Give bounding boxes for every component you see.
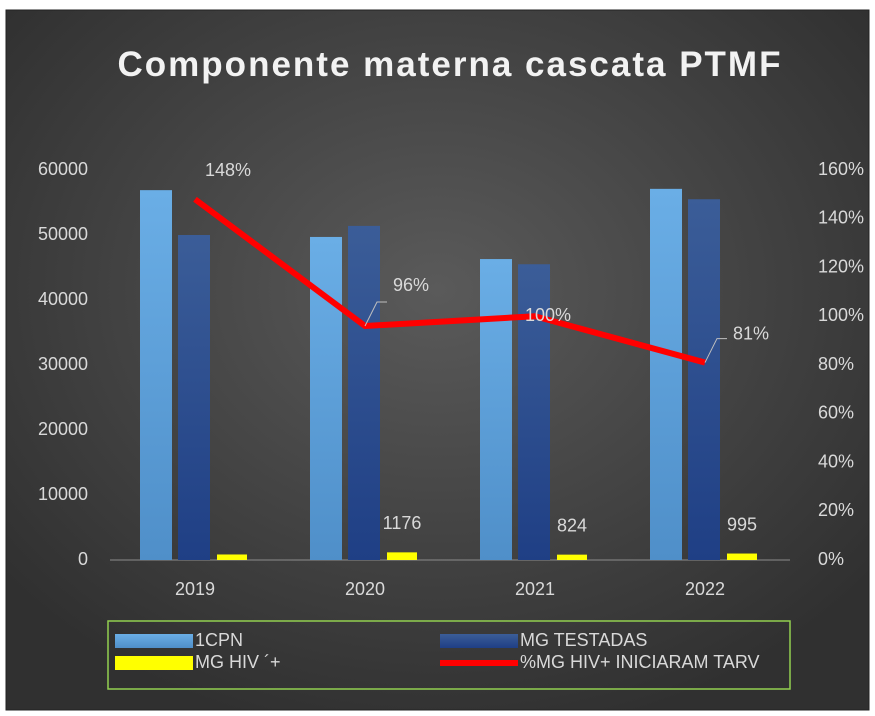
legend-swatch — [115, 634, 193, 648]
bar — [557, 554, 587, 560]
data-label: 995 — [727, 514, 757, 534]
y-tick-label: 20000 — [38, 419, 88, 439]
bar — [348, 225, 380, 560]
data-label: 100% — [525, 305, 571, 325]
bar — [650, 188, 682, 560]
legend-label: %MG HIV+ INICIARAM TARV — [520, 652, 760, 672]
y2-tick-label: 20% — [818, 500, 854, 520]
y2-tick-label: 100% — [818, 305, 864, 325]
bar — [140, 190, 172, 560]
chart-title: Componente materna cascata PTMF — [117, 45, 783, 84]
data-label: 148% — [205, 160, 251, 180]
data-label: 824 — [557, 515, 587, 535]
x-tick-label: 2022 — [685, 579, 725, 599]
x-tick-label: 2021 — [515, 579, 555, 599]
x-tick-label: 2019 — [175, 579, 215, 599]
y2-tick-label: 160% — [818, 159, 864, 179]
data-label: 81% — [733, 323, 769, 343]
y2-tick-label: 0% — [818, 549, 844, 569]
y-tick-label: 60000 — [38, 159, 88, 179]
y-tick-label: 50000 — [38, 224, 88, 244]
legend-box — [107, 620, 791, 690]
bar — [178, 235, 210, 560]
bar — [217, 554, 247, 560]
bar — [387, 552, 417, 560]
y-tick-label: 10000 — [38, 484, 88, 504]
legend-label: 1CPN — [195, 630, 243, 650]
legend-swatch — [115, 656, 193, 670]
leader-line — [364, 301, 387, 327]
line — [193, 196, 706, 366]
bar — [727, 553, 757, 560]
y-tick-label: 0 — [78, 549, 88, 569]
y2-tick-label: 140% — [818, 208, 864, 228]
y2-tick-label: 40% — [818, 451, 854, 471]
data-label: 1176 — [383, 513, 422, 533]
y2-tick-label: 60% — [818, 403, 854, 423]
y2-tick-label: 80% — [818, 354, 854, 374]
leader-line — [704, 338, 727, 363]
y-tick-label: 40000 — [38, 289, 88, 309]
background — [5, 9, 870, 711]
legend-swatch — [440, 634, 518, 648]
bar — [480, 259, 512, 560]
legend-label: MG HIV ´+ — [195, 652, 281, 672]
y-tick-label: 30000 — [38, 354, 88, 374]
bar — [688, 199, 720, 560]
legend-label: MG TESTADAS — [520, 630, 647, 650]
x-tick-label: 2020 — [345, 579, 385, 599]
data-label: 96% — [393, 275, 429, 295]
y2-tick-label: 120% — [818, 256, 864, 276]
